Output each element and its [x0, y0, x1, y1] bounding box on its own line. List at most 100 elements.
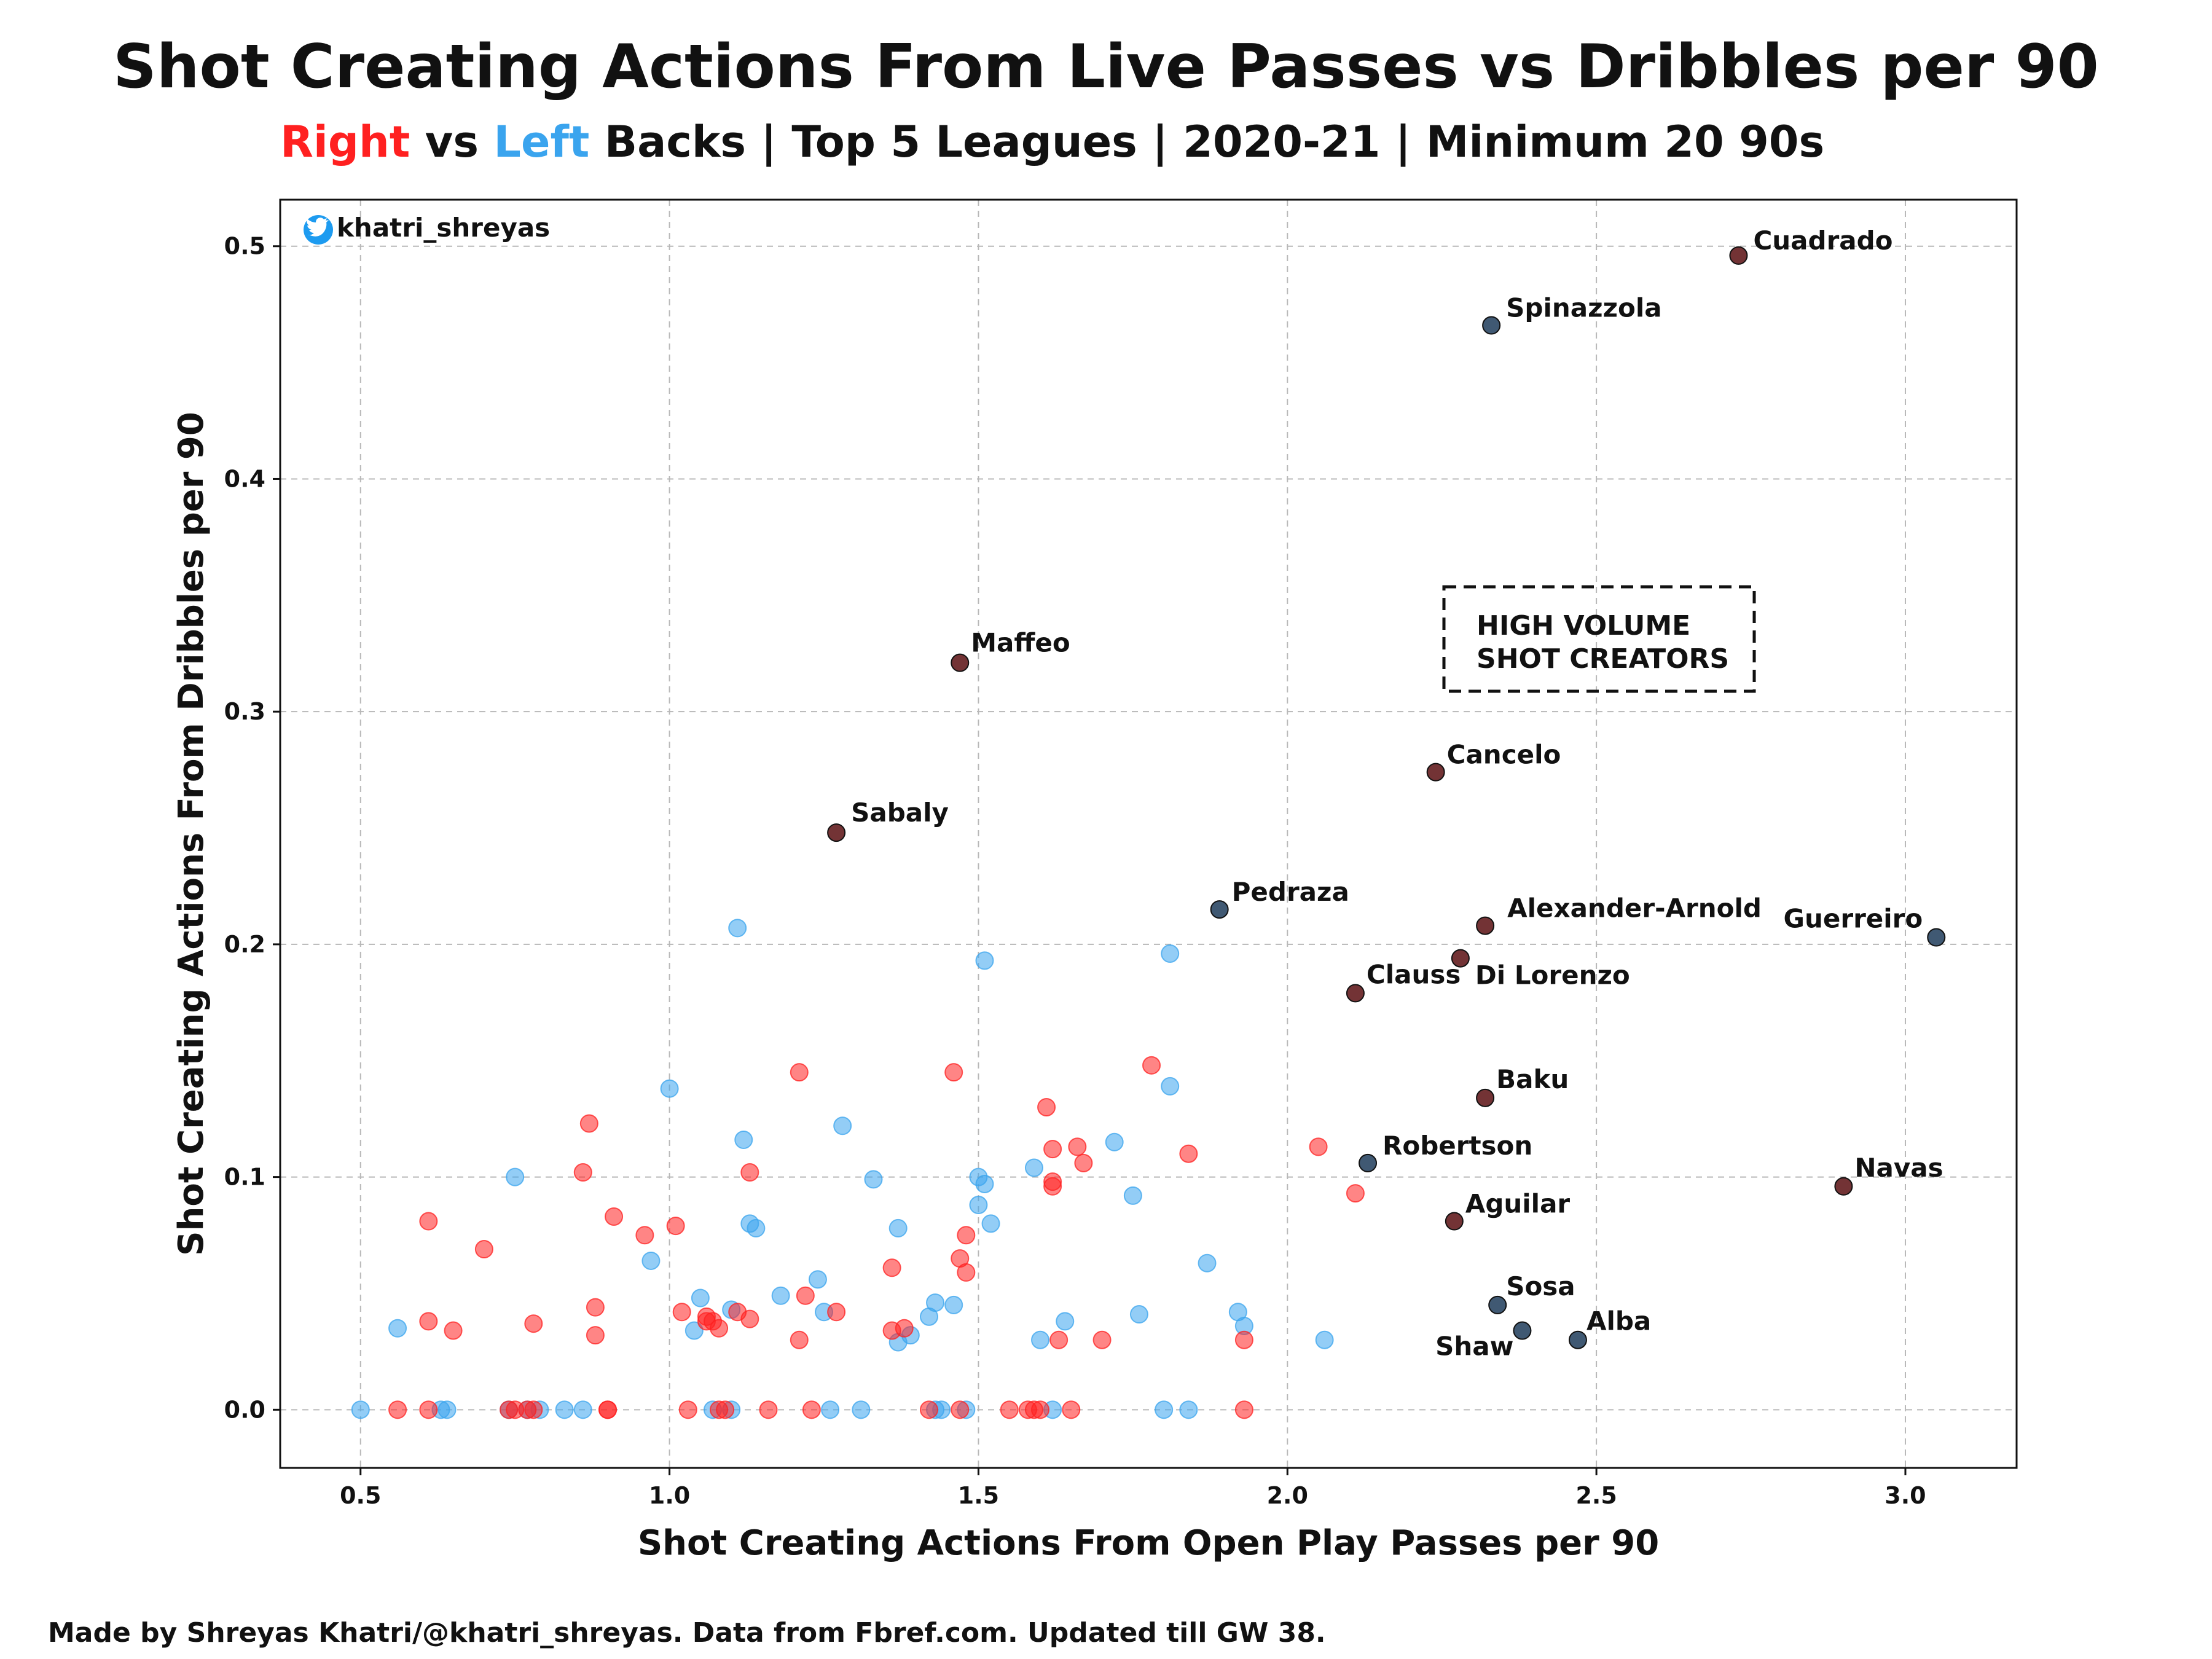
left-back-point — [1031, 1330, 1050, 1349]
left-back-point — [926, 1293, 945, 1312]
left-back-point — [1315, 1330, 1334, 1349]
labelled-player-point — [1482, 316, 1501, 335]
x-tick-label: 2.0 — [1267, 1482, 1308, 1509]
right-back-point — [1309, 1137, 1328, 1156]
right-back-point — [598, 1400, 618, 1419]
left-back-point — [888, 1218, 908, 1237]
labelled-player-point — [1451, 949, 1470, 968]
right-back-point — [419, 1400, 438, 1419]
annotation-line-2: SHOT CREATORS — [1477, 643, 1729, 675]
left-back-point — [684, 1321, 704, 1340]
left-back-point — [728, 919, 747, 938]
left-back-point — [1198, 1253, 1217, 1273]
left-back-point — [660, 1079, 679, 1098]
right-back-point — [524, 1400, 543, 1419]
grid — [280, 200, 2017, 1468]
player-label: Robertson — [1382, 1131, 1532, 1161]
point-labels: Cuadrado Maffeo Sabaly Cancelo Alexander-Arn… — [851, 226, 1943, 1362]
player-label: Di Lorenzo — [1475, 960, 1630, 990]
y-tick-label: 0.2 — [224, 931, 265, 958]
left-back-point — [1179, 1400, 1198, 1419]
right-back-point — [444, 1321, 463, 1340]
left-back-point — [944, 1295, 963, 1314]
right-back-point — [586, 1298, 605, 1317]
right-back-point — [524, 1314, 543, 1333]
right-back-point — [796, 1286, 815, 1305]
right-back-point — [586, 1326, 605, 1345]
left-back-point — [641, 1251, 661, 1270]
x-tick-label: 1.0 — [649, 1482, 690, 1509]
right-back-point — [605, 1207, 624, 1226]
data-points — [351, 246, 1946, 1419]
player-label: Baku — [1496, 1064, 1569, 1094]
right-back-point — [419, 1312, 438, 1331]
x-tick-label: 1.5 — [958, 1482, 999, 1509]
labelled-player-point — [1210, 900, 1229, 919]
right-back-point — [895, 1319, 914, 1338]
player-label: Pedraza — [1232, 877, 1349, 907]
subtitle-rest: Backs | Top 5 Leagues | 2020-21 | Minimu… — [589, 117, 1825, 167]
subtitle-right: Right — [280, 117, 410, 167]
player-label: Sosa — [1506, 1271, 1575, 1301]
right-back-point — [419, 1212, 438, 1231]
labelled-player-point — [1426, 763, 1445, 782]
labelled-player-point — [1488, 1295, 1507, 1314]
left-back-point — [506, 1167, 525, 1186]
right-back-point — [1049, 1330, 1069, 1349]
right-back-point — [759, 1400, 778, 1419]
left-back-point — [1056, 1312, 1075, 1331]
player-label: Sabaly — [851, 798, 949, 828]
left-back-point — [981, 1214, 1000, 1233]
player-label: Aguilar — [1465, 1189, 1571, 1219]
player-label: Guerreiro — [1784, 904, 1923, 934]
plot-frame — [279, 198, 2018, 1469]
right-back-point — [1062, 1400, 1081, 1419]
y-tick-label: 0.4 — [224, 465, 265, 492]
right-back-point — [1031, 1400, 1050, 1419]
right-back-point — [944, 1063, 963, 1082]
x-tick-label: 3.0 — [1885, 1482, 1926, 1509]
labelled-player-point — [1729, 246, 1748, 265]
left-back-point — [1129, 1305, 1148, 1324]
y-tick-label: 0.5 — [224, 233, 265, 260]
player-label: Alexander-Arnold — [1507, 893, 1762, 924]
right-back-point — [388, 1400, 407, 1419]
twitter-bird-glyph — [307, 218, 329, 237]
left-back-point — [691, 1288, 710, 1308]
right-back-point — [1043, 1177, 1062, 1196]
y-axis-label: Shot Creating Actions From Dribbles per … — [171, 412, 211, 1256]
right-back-point — [1179, 1144, 1198, 1163]
left-back-point — [975, 1174, 994, 1193]
right-back-point — [882, 1258, 901, 1277]
right-back-point — [790, 1063, 809, 1082]
left-back-point — [852, 1400, 871, 1419]
player-label: Spinazzola — [1506, 293, 1661, 323]
labelled-player-point — [1359, 1153, 1378, 1172]
right-back-point — [957, 1263, 976, 1282]
right-back-point — [1068, 1137, 1087, 1156]
axis-ticks: 0.5 1.0 1.5 2.0 2.5 3.0 0.0 0.1 0.2 0.3 0.4 0.5 — [224, 233, 1926, 1509]
right-back-point — [474, 1240, 493, 1259]
left-back-point — [747, 1218, 766, 1237]
left-back-point — [351, 1400, 370, 1419]
y-tick-label: 0.3 — [224, 698, 265, 725]
left-back-point — [771, 1286, 790, 1305]
subtitle-left: Left — [493, 117, 590, 167]
labelled-player-point — [827, 823, 846, 842]
labelled-player-point — [1476, 916, 1495, 935]
right-back-point — [678, 1400, 697, 1419]
right-back-point — [716, 1400, 735, 1419]
labelled-player-point — [1513, 1321, 1532, 1340]
labelled-player-point — [951, 653, 970, 672]
left-back-point — [1123, 1186, 1142, 1205]
left-back-point — [969, 1196, 988, 1215]
right-back-point — [1346, 1184, 1365, 1203]
annotation-box: HIGH VOLUME SHOT CREATORS — [1442, 585, 1756, 693]
labelled-player-point — [1568, 1330, 1587, 1349]
left-back-point — [437, 1400, 457, 1419]
right-back-point — [579, 1114, 598, 1133]
right-back-point — [710, 1319, 729, 1338]
player-label: Cancelo — [1447, 740, 1561, 770]
labelled-player-point — [1445, 1212, 1464, 1231]
x-tick-label: 0.5 — [340, 1482, 381, 1509]
